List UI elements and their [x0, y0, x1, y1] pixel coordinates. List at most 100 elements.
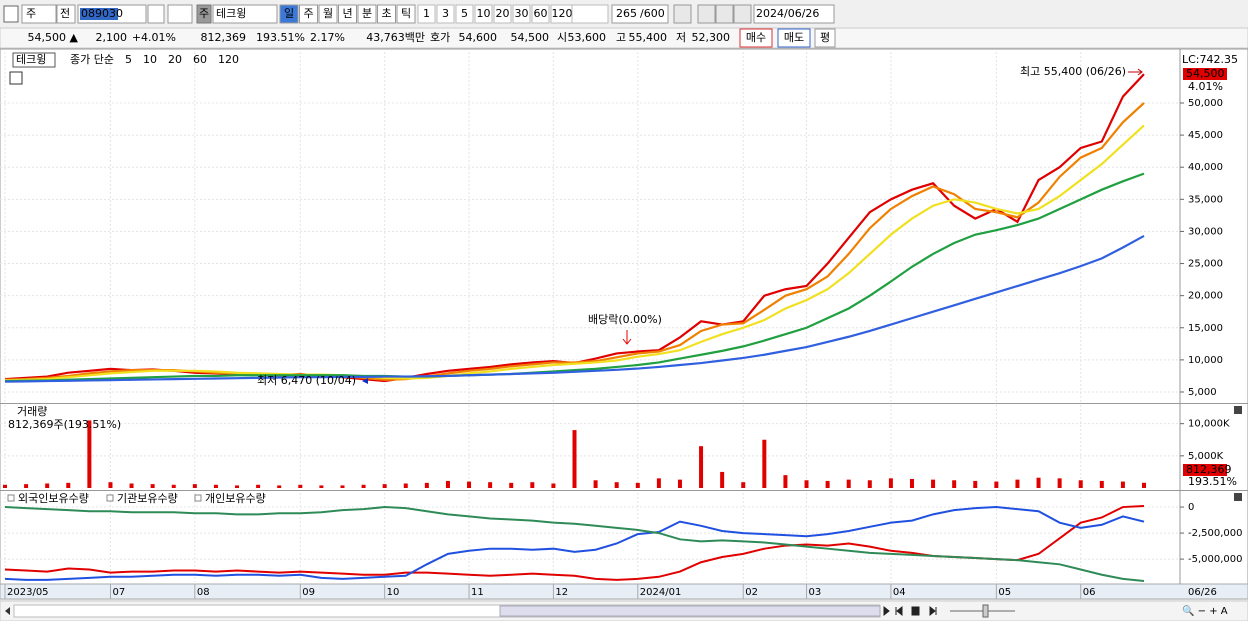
button[interactable] [147, 4, 165, 24]
button[interactable] [338, 4, 357, 24]
button[interactable] [196, 4, 212, 24]
count-input[interactable]: 265 [616, 7, 637, 20]
interval-button[interactable]: 3 [442, 7, 449, 20]
period-button[interactable]: 일 [284, 6, 294, 20]
close-icon[interactable] [1234, 493, 1242, 501]
interval-button[interactable]: 60 [534, 7, 548, 20]
volume-bar [1099, 480, 1104, 488]
button[interactable] [279, 4, 299, 24]
period-button[interactable]: 초 [381, 7, 391, 20]
volume-bar [361, 484, 366, 488]
volume-bar [171, 484, 176, 488]
interval-button[interactable]: 1 [423, 7, 430, 20]
quote-bid: 54,500 [511, 31, 550, 44]
y-tick-label: 10,000K [1188, 419, 1230, 430]
button[interactable] [493, 4, 512, 24]
prev-button[interactable]: 전 [60, 7, 70, 20]
button[interactable] [733, 4, 752, 24]
button[interactable] [318, 4, 338, 24]
volume-bar [87, 420, 92, 488]
period-button[interactable]: 월 [323, 7, 333, 20]
button[interactable] [212, 4, 278, 24]
table-icon[interactable] [9, 71, 23, 85]
quote-high-label: 고 [616, 31, 626, 44]
button[interactable] [377, 4, 396, 24]
x-tick-label: 03 [809, 587, 822, 598]
scroll-buttons[interactable] [883, 605, 937, 617]
lc-label: LC:742.35 [1182, 53, 1238, 66]
zoom-tools[interactable]: 🔍 − + A [1182, 604, 1228, 617]
period-button[interactable]: 틱 [401, 7, 411, 20]
button[interactable] [673, 4, 692, 24]
legend-item: 120 [218, 53, 239, 66]
x-tick-label: 2024/01 [640, 587, 682, 598]
volume-bar [846, 479, 851, 488]
volume-bar [509, 482, 514, 488]
button[interactable] [753, 4, 835, 24]
quote-low-label: 저 [676, 31, 686, 44]
current-volume: 812,369 [1186, 463, 1232, 476]
sell-button[interactable]: 매도 [784, 31, 804, 44]
volume-bar [572, 430, 577, 488]
zoom-thumb[interactable] [982, 604, 989, 618]
button[interactable] [167, 4, 193, 24]
interval-button[interactable]: 20 [496, 7, 510, 20]
scroll-left[interactable] [5, 607, 10, 615]
volume-bar [1120, 481, 1125, 488]
button[interactable] [611, 4, 669, 24]
button[interactable] [3, 5, 19, 23]
button[interactable] [299, 4, 318, 24]
interval-button[interactable]: 30 [515, 7, 529, 20]
code-input[interactable]: 089030 [81, 7, 123, 20]
volume-bar [45, 483, 50, 488]
y-tick-label: 45,000 [1188, 130, 1223, 141]
name-tag[interactable]: 주 [199, 7, 209, 20]
chart-area [0, 48, 1248, 585]
volume-bar [424, 482, 429, 488]
market-select[interactable]: 주 [26, 7, 36, 20]
series-line [4, 124, 1145, 382]
button[interactable] [357, 4, 377, 24]
x-tick-label: 10 [387, 587, 400, 598]
button[interactable] [396, 4, 416, 24]
x-axis-bar [0, 583, 1248, 600]
volume-bar [741, 482, 746, 488]
interval-button[interactable]: 5 [461, 7, 468, 20]
volume-bar [129, 483, 134, 488]
dividend-arrow [622, 330, 632, 345]
button[interactable] [739, 28, 773, 48]
button[interactable] [436, 4, 455, 24]
button[interactable] [715, 4, 734, 24]
scroll-thumb[interactable] [499, 605, 881, 617]
period-button[interactable]: 년 [342, 7, 352, 20]
x-tick-label: 08 [197, 587, 210, 598]
button[interactable] [474, 4, 493, 24]
close-icon[interactable] [1234, 406, 1242, 414]
period-button[interactable]: 주 [303, 7, 313, 20]
interval-button[interactable]: 120 [552, 7, 573, 20]
series-line [4, 172, 1145, 383]
period-button[interactable]: 분 [362, 7, 372, 20]
button[interactable] [777, 28, 811, 48]
button[interactable] [56, 4, 76, 24]
x-end-label: 06/26 [1188, 587, 1217, 598]
button[interactable] [571, 4, 609, 24]
button[interactable] [417, 4, 436, 24]
button[interactable] [531, 4, 550, 24]
volume-bar [467, 481, 472, 488]
interval-button[interactable]: 10 [477, 7, 491, 20]
volume-bar [804, 480, 809, 488]
button[interactable] [697, 4, 716, 24]
volume-bar [952, 480, 957, 488]
stock-name[interactable]: 테크윙 [216, 7, 246, 20]
y-tick-label: 20,000 [1188, 291, 1223, 302]
buy-button[interactable]: 매수 [746, 31, 766, 44]
button[interactable] [21, 4, 57, 24]
avg-button[interactable]: 평 [820, 31, 830, 44]
legend-item: 10 [143, 53, 157, 66]
button[interactable] [512, 4, 531, 24]
date-input[interactable]: 2024/06/26 [756, 7, 819, 20]
button[interactable] [455, 4, 474, 24]
volume-bar [24, 484, 29, 488]
button[interactable] [814, 28, 836, 48]
